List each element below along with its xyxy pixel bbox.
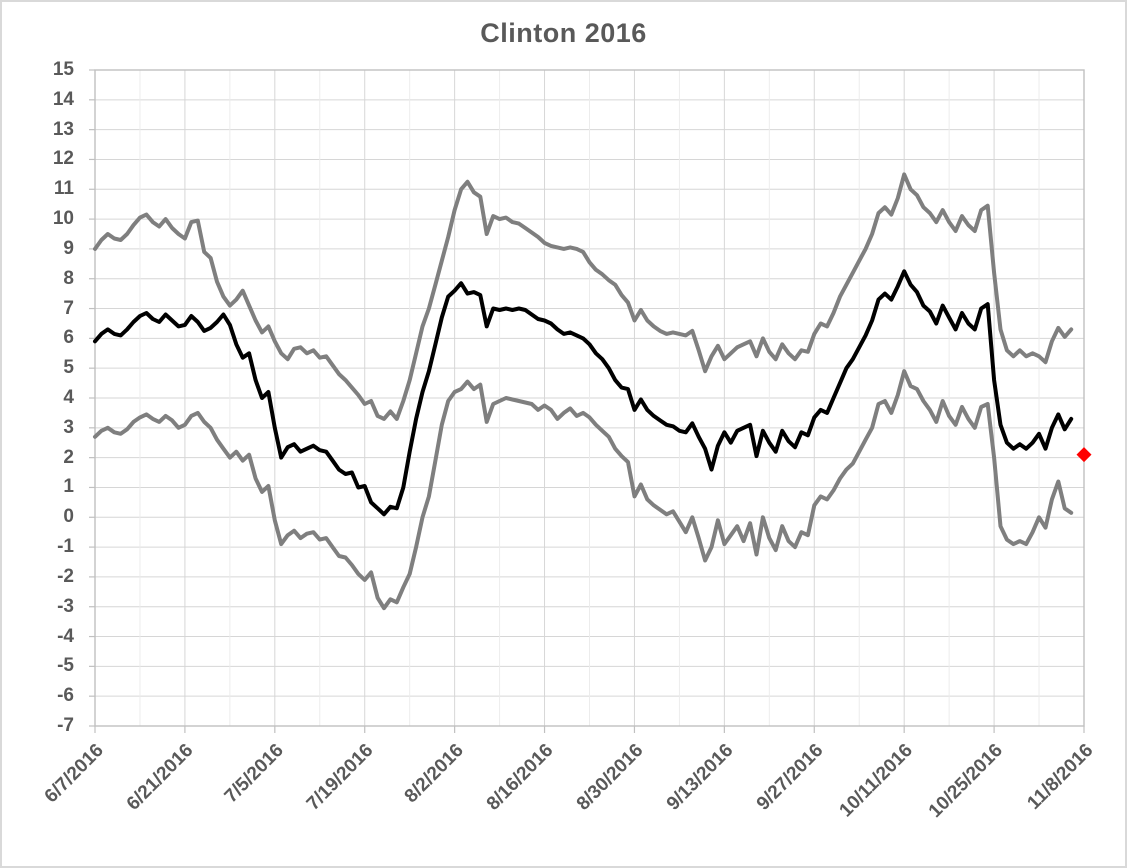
y-tick-label: 10 bbox=[52, 208, 74, 230]
y-tick-label: -1 bbox=[57, 536, 74, 558]
y-tick-label: -6 bbox=[57, 685, 74, 707]
series-line-upper_band bbox=[93, 172, 1074, 421]
y-tick-label: 12 bbox=[52, 148, 74, 170]
y-tick-label: 2 bbox=[63, 446, 74, 468]
y-tick-label: 9 bbox=[63, 237, 74, 259]
series-line-lower_band bbox=[93, 369, 1074, 611]
y-tick-label: 15 bbox=[52, 59, 74, 80]
y-tick-label: -2 bbox=[57, 565, 74, 587]
y-tick-label: -7 bbox=[57, 715, 74, 736]
y-tick-label: 14 bbox=[52, 88, 74, 110]
actual-result-marker bbox=[1076, 447, 1092, 463]
y-tick-label: -4 bbox=[57, 625, 74, 647]
plot-border bbox=[94, 69, 1085, 727]
y-tick-label: 13 bbox=[52, 118, 74, 140]
y-tick-label: -3 bbox=[57, 595, 74, 617]
chart-title: Clinton 2016 bbox=[480, 18, 647, 48]
y-tick-label: 1 bbox=[63, 476, 74, 498]
y-tick-label: -5 bbox=[57, 655, 74, 677]
y-tick-label: 4 bbox=[63, 387, 74, 408]
y-tick-label: 5 bbox=[63, 357, 74, 379]
y-tick-label: 8 bbox=[63, 267, 74, 289]
y-tick-label: 0 bbox=[63, 506, 74, 528]
y-tick-label: 3 bbox=[63, 416, 74, 438]
y-tick-label: 6 bbox=[63, 327, 74, 349]
y-tick-label: 7 bbox=[63, 297, 74, 319]
series-line-average bbox=[93, 269, 1074, 517]
y-tick-label: 11 bbox=[53, 178, 74, 200]
